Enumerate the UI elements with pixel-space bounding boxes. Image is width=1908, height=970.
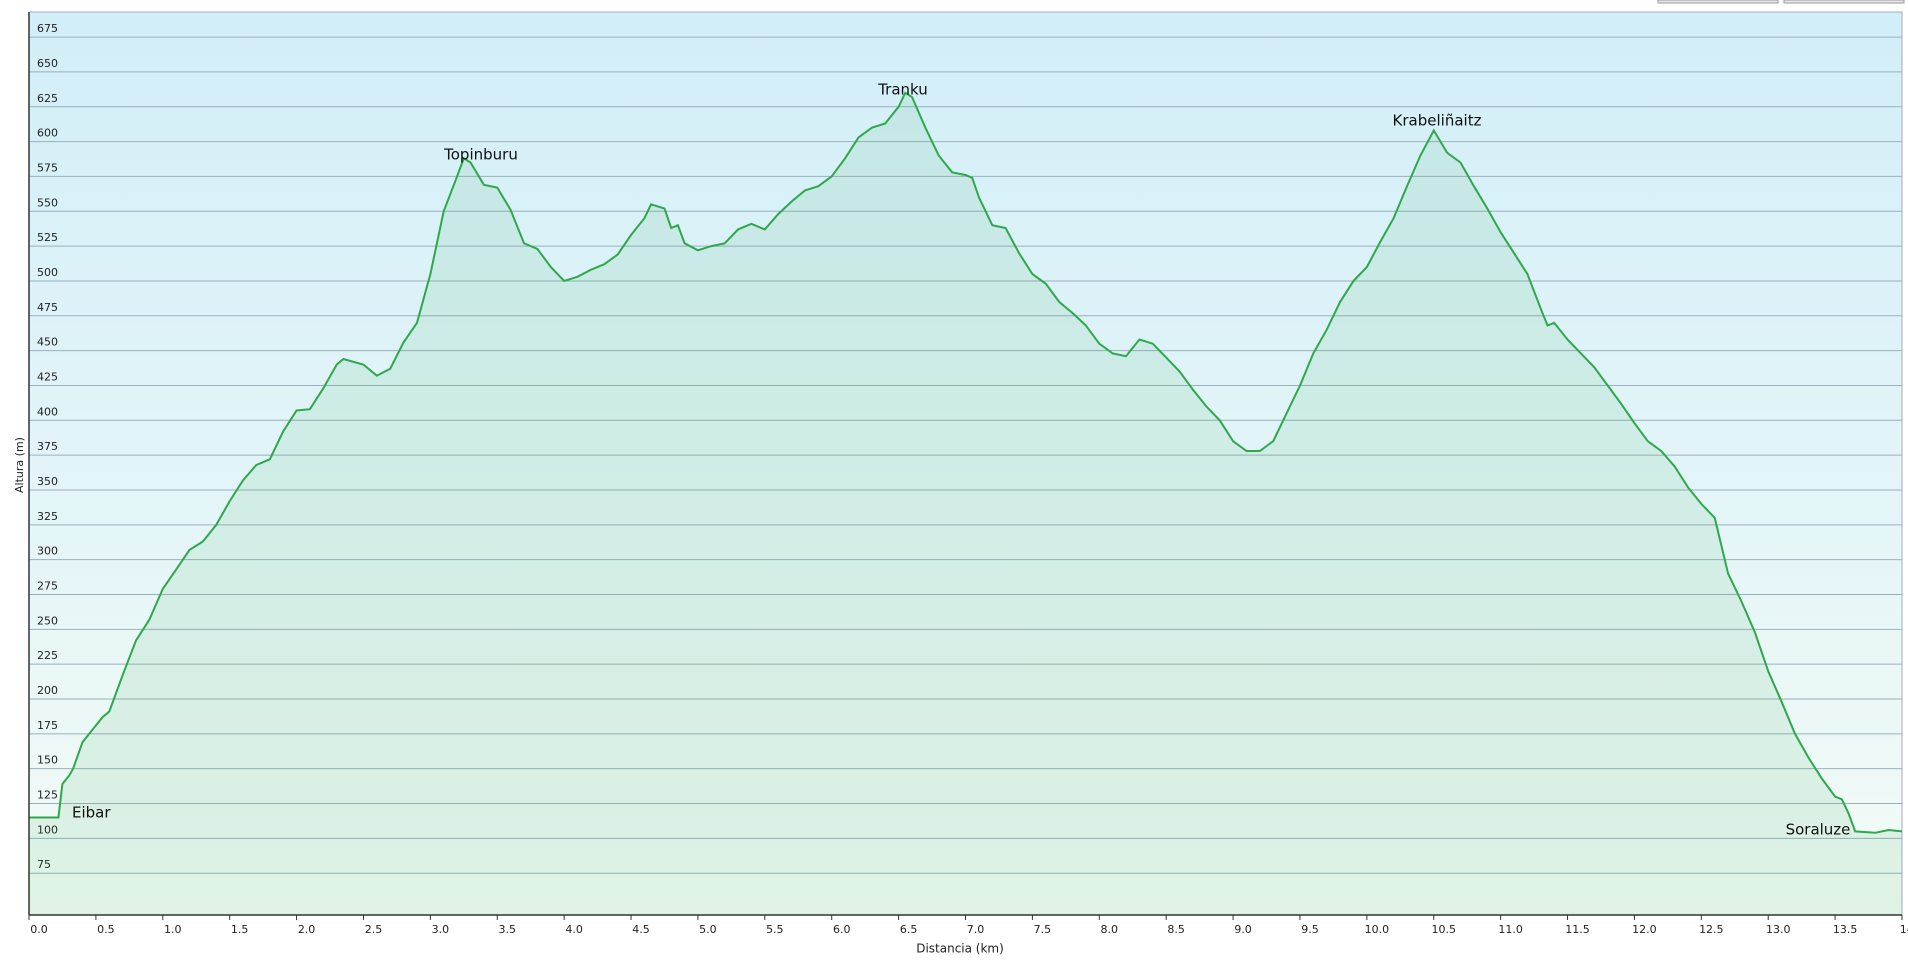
x-tick-label: 11.0 — [1498, 923, 1523, 936]
y-tick-label: 275 — [37, 579, 58, 592]
x-tick-label: 13.0 — [1766, 923, 1791, 936]
x-tick-label: 7.5 — [1034, 923, 1052, 936]
y-tick-label: 75 — [37, 858, 51, 871]
x-tick-label: 0.0 — [30, 923, 48, 936]
x-tick-label: 6.0 — [833, 923, 851, 936]
x-tick-label: 9.5 — [1301, 923, 1319, 936]
y-tick-label: 475 — [37, 301, 58, 314]
annotation: Tranku — [877, 81, 928, 99]
x-tick-label: 4.0 — [565, 923, 583, 936]
y-tick-label: 175 — [37, 719, 58, 732]
x-tick-label: 13.5 — [1833, 923, 1858, 936]
y-tick-label: 600 — [37, 127, 58, 140]
annotation: Soraluze — [1786, 821, 1851, 839]
area — [29, 92, 1902, 916]
x-tick-label: 0.5 — [97, 923, 115, 936]
y-tick-label: 650 — [37, 57, 58, 70]
annotation: Krabeliñaitz — [1393, 112, 1482, 130]
x-tick-label: 8.0 — [1101, 923, 1119, 936]
x-tick-label: 4.5 — [632, 923, 650, 936]
x-tick-label: 1.5 — [231, 923, 249, 936]
y-tick-label: 150 — [37, 754, 58, 767]
y-tick-label: 550 — [37, 196, 58, 209]
x-tick-label: 10.5 — [1432, 923, 1457, 936]
x-tick-label: 2.0 — [298, 923, 316, 936]
y-tick-label: 300 — [37, 545, 58, 558]
plot-area — [28, 11, 1903, 916]
x-axis-label: Distancia (km) — [916, 942, 1004, 956]
x-tick-label: 2.5 — [365, 923, 383, 936]
x-tick-label: 1.0 — [164, 923, 182, 936]
y-tick-label: 575 — [37, 161, 58, 174]
x-tick-label: 12.0 — [1632, 923, 1657, 936]
x-tick-label: 9.0 — [1234, 923, 1252, 936]
y-tick-label: 425 — [37, 370, 58, 383]
y-tick-label: 400 — [37, 405, 58, 418]
x-tick-label: 3.5 — [499, 923, 517, 936]
y-tick-label: 125 — [37, 789, 58, 802]
toolbar-button[interactable] — [1783, 0, 1905, 4]
x-tick-label: 14.0 — [1900, 923, 1908, 936]
x-tick-label: 5.5 — [766, 923, 784, 936]
x-tick-label: 8.5 — [1167, 923, 1185, 936]
y-tick-label: 450 — [37, 336, 58, 349]
x-tick-label: 11.5 — [1565, 923, 1590, 936]
toolbar-button[interactable] — [1657, 0, 1779, 4]
y-axis-label: Altura (m) — [13, 437, 26, 493]
y-tick-label: 375 — [37, 440, 58, 453]
y-tick-label: 675 — [37, 22, 58, 35]
y-tick-label: 325 — [37, 510, 58, 523]
y-tick-label: 350 — [37, 475, 58, 488]
y-tick-label: 225 — [37, 649, 58, 662]
annotation: Eibar — [72, 804, 111, 822]
y-tick-label: 625 — [37, 92, 58, 105]
x-tick-label: 6.5 — [900, 923, 918, 936]
y-tick-label: 500 — [37, 266, 58, 279]
x-tick-label: 5.0 — [699, 923, 717, 936]
y-tick-label: 250 — [37, 614, 58, 627]
x-tick-label: 3.0 — [432, 923, 450, 936]
y-tick-label: 525 — [37, 231, 58, 244]
y-tick-label: 100 — [37, 823, 58, 836]
annotation: Topinburu — [443, 146, 518, 164]
line — [29, 91, 1903, 834]
x-tick-label: 10.0 — [1365, 923, 1390, 936]
x-tick-label: 7.0 — [967, 923, 985, 936]
x-tick-label: 12.5 — [1699, 923, 1724, 936]
y-tick-label: 200 — [37, 684, 58, 697]
